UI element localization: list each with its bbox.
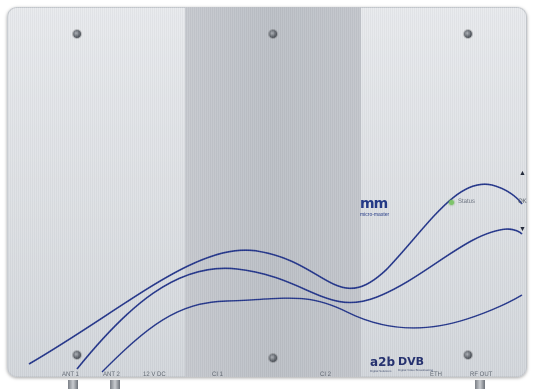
status-label: Status [458,199,476,205]
screw-bottom-left [73,351,81,359]
connector-ant2 [110,380,120,389]
port-label-rf-out: RF OUT [470,372,493,378]
screw-top-right [464,30,472,38]
a2b-tagline: Digital Solutions [370,369,392,373]
status-indicator: Status [449,199,475,205]
screw-bottom-right [464,351,472,359]
dvb-logo: DVB Digital Video Broadcasting [398,355,433,372]
connector-rf-out [475,380,485,389]
wave-line-3 [101,294,523,373]
port-label-ant1: ANT 1 [62,372,79,378]
down-arrow-button[interactable]: ▼ [519,226,526,233]
dvb-logo-text: DVB [398,355,425,368]
status-led-icon [449,199,454,205]
front-panel [7,7,527,377]
connector-ant1 [68,380,78,389]
up-arrow-button[interactable]: ▲ [519,170,526,177]
port-label-12vdc: 12 V DC [143,372,166,378]
port-label-ci2: CI 2 [320,372,332,378]
logo-subtitle: micro-master [360,212,390,218]
center-strip [185,7,361,377]
port-label-eth: ETH [430,372,442,378]
micro-master-logo: mm micro-master [360,197,410,218]
a2b-logo: a2b Digital Solutions [370,355,395,373]
ok-button[interactable]: OK [518,199,527,205]
screw-top-left [73,30,81,38]
screw-top-center [269,30,277,38]
port-label-ant2: ANT 2 [103,372,120,378]
wave-line-1 [28,183,523,365]
port-label-ci1: CI 1 [212,372,224,378]
wave-decoration [28,183,523,373]
wave-line-2 [76,228,523,370]
logo-mark: mm [360,196,388,212]
screw-bottom-center [269,354,277,362]
a2b-logo-text: a2b [370,355,396,369]
dvb-tagline: Digital Video Broadcasting [398,368,434,372]
